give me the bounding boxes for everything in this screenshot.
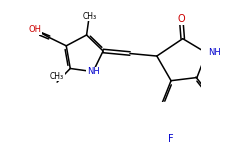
- Text: CH₃: CH₃: [82, 12, 96, 21]
- Text: NH: NH: [87, 67, 100, 76]
- Text: O: O: [30, 26, 38, 36]
- Text: OH: OH: [28, 25, 42, 34]
- Text: NH: NH: [208, 48, 221, 57]
- Text: CH₃: CH₃: [50, 72, 64, 81]
- Text: O: O: [177, 14, 185, 24]
- Text: F: F: [168, 134, 174, 144]
